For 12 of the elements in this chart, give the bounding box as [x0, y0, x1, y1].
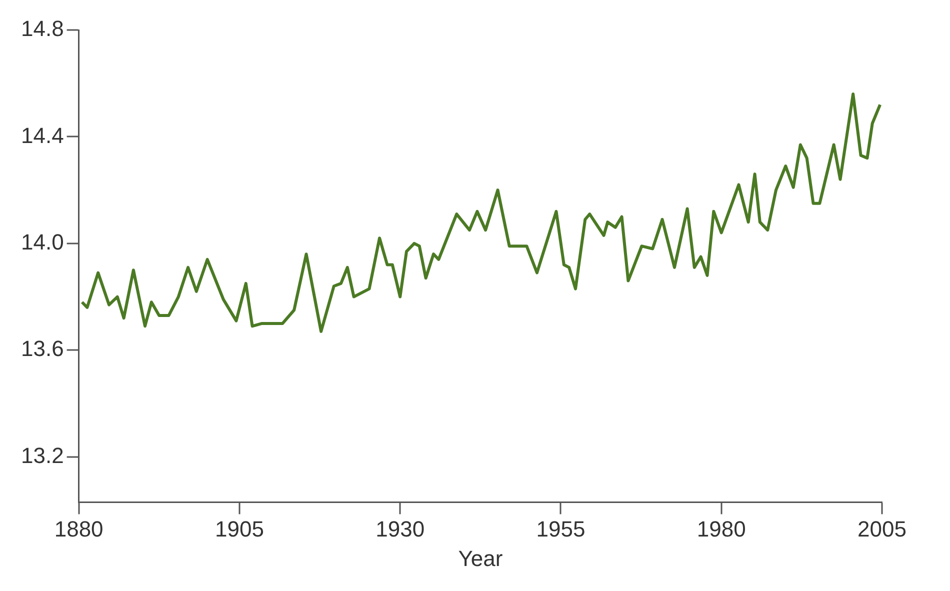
y-tick-label: 13.2	[20, 442, 64, 468]
y-tick-label: 14.0	[20, 229, 64, 254]
x-tick-label: 1880	[54, 516, 104, 542]
x-tick-label: 1980	[696, 516, 746, 542]
x-tick-label: 1905	[214, 516, 264, 542]
y-tick-label: 14.8	[20, 16, 64, 42]
y-tick-label: 13.6	[20, 336, 64, 362]
x-tick-label: 2005	[858, 516, 906, 542]
y-tick-label: 14.4	[20, 122, 64, 148]
x-tick-label: 1955	[536, 516, 586, 542]
x-tick-label: 1930	[376, 516, 425, 542]
x-axis-title: Year	[458, 546, 503, 571]
